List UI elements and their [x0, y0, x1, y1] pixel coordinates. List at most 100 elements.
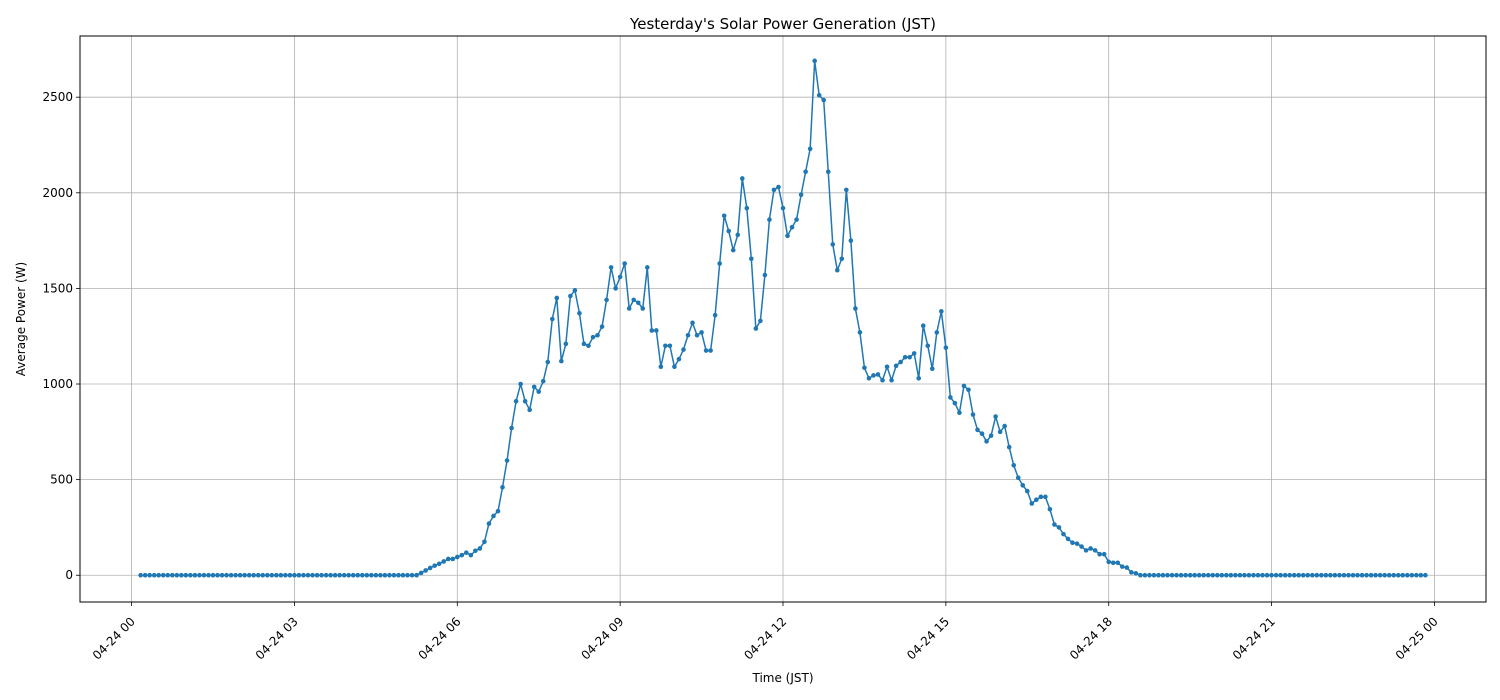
data-point	[233, 572, 238, 578]
data-point	[853, 306, 858, 311]
data-point	[631, 297, 637, 303]
data-point	[387, 572, 392, 578]
data-point	[880, 377, 885, 383]
data-point	[957, 410, 962, 416]
data-point	[1423, 572, 1428, 578]
data-point	[776, 184, 781, 190]
data-point	[785, 233, 790, 239]
data-point	[1052, 522, 1057, 527]
data-point	[1038, 494, 1044, 500]
data-point	[563, 341, 569, 347]
data-point	[685, 332, 691, 338]
data-point	[423, 568, 428, 573]
y-tick-label: 500	[50, 473, 73, 487]
y-tick-label: 2000	[42, 186, 73, 200]
data-point	[694, 332, 700, 338]
data-point	[658, 364, 664, 370]
data-point	[794, 217, 799, 222]
data-point	[640, 306, 646, 311]
data-point	[1264, 572, 1270, 578]
data-point	[1002, 423, 1007, 429]
data-point	[473, 548, 478, 554]
data-point	[1409, 572, 1415, 578]
data-point	[1300, 572, 1306, 578]
data-point	[993, 414, 998, 419]
data-point	[1309, 572, 1315, 578]
data-point	[608, 265, 614, 270]
data-point	[179, 572, 184, 578]
data-point	[1183, 572, 1188, 578]
data-point	[1210, 572, 1216, 578]
data-point	[464, 550, 469, 555]
data-point	[468, 552, 474, 558]
data-point	[314, 572, 320, 578]
data-point	[979, 431, 985, 437]
data-point	[359, 572, 365, 578]
data-point	[509, 425, 514, 431]
data-point	[206, 572, 211, 578]
data-point	[454, 554, 460, 560]
data-point	[1151, 572, 1157, 578]
data-point	[536, 389, 542, 394]
data-point	[260, 572, 266, 578]
data-point	[907, 354, 912, 360]
data-point	[1169, 572, 1175, 578]
data-point	[545, 359, 551, 365]
data-point	[1269, 572, 1274, 578]
data-point	[807, 146, 813, 152]
data-point	[1364, 572, 1369, 578]
data-point	[568, 293, 573, 299]
data-point	[305, 572, 311, 578]
data-point	[984, 439, 989, 444]
data-point	[830, 242, 836, 247]
data-point	[224, 572, 229, 578]
data-point	[432, 563, 437, 568]
data-point	[1079, 544, 1084, 549]
data-point	[1287, 572, 1292, 578]
data-point	[1029, 501, 1035, 506]
data-point	[1187, 572, 1193, 578]
data-point	[1201, 572, 1207, 578]
data-point	[549, 316, 555, 322]
data-point	[1305, 572, 1311, 578]
data-point	[789, 224, 795, 230]
data-point	[1368, 572, 1374, 578]
data-point	[988, 433, 994, 438]
data-point	[251, 572, 257, 578]
data-point	[1097, 551, 1102, 557]
data-point	[1350, 572, 1356, 578]
data-point	[1020, 483, 1026, 488]
data-point	[1242, 572, 1247, 578]
data-point	[1418, 572, 1424, 578]
data-point	[948, 395, 953, 400]
data-point	[1160, 572, 1166, 578]
data-point	[721, 213, 727, 219]
data-point	[1065, 536, 1071, 542]
data-point	[201, 572, 207, 578]
data-point	[165, 572, 171, 578]
data-point	[174, 572, 180, 578]
data-point	[210, 572, 216, 578]
data-point	[1237, 572, 1243, 578]
data-point	[839, 256, 845, 262]
data-point	[866, 375, 872, 381]
series-layer	[138, 58, 1428, 578]
data-point	[1196, 572, 1202, 578]
chart-title: Yesterday's Solar Power Generation (JST)	[629, 15, 936, 33]
data-point	[916, 375, 922, 381]
data-point	[237, 572, 243, 578]
data-point	[821, 97, 827, 103]
data-point	[1147, 572, 1152, 578]
data-point	[654, 328, 659, 333]
data-point	[939, 309, 944, 314]
data-point	[577, 310, 582, 316]
data-point	[622, 261, 627, 266]
data-point	[857, 330, 863, 335]
data-point	[943, 345, 949, 350]
data-point	[1106, 559, 1112, 565]
data-point	[1047, 506, 1053, 512]
data-point	[911, 351, 917, 356]
data-point	[1006, 444, 1012, 450]
data-point	[1291, 572, 1297, 578]
